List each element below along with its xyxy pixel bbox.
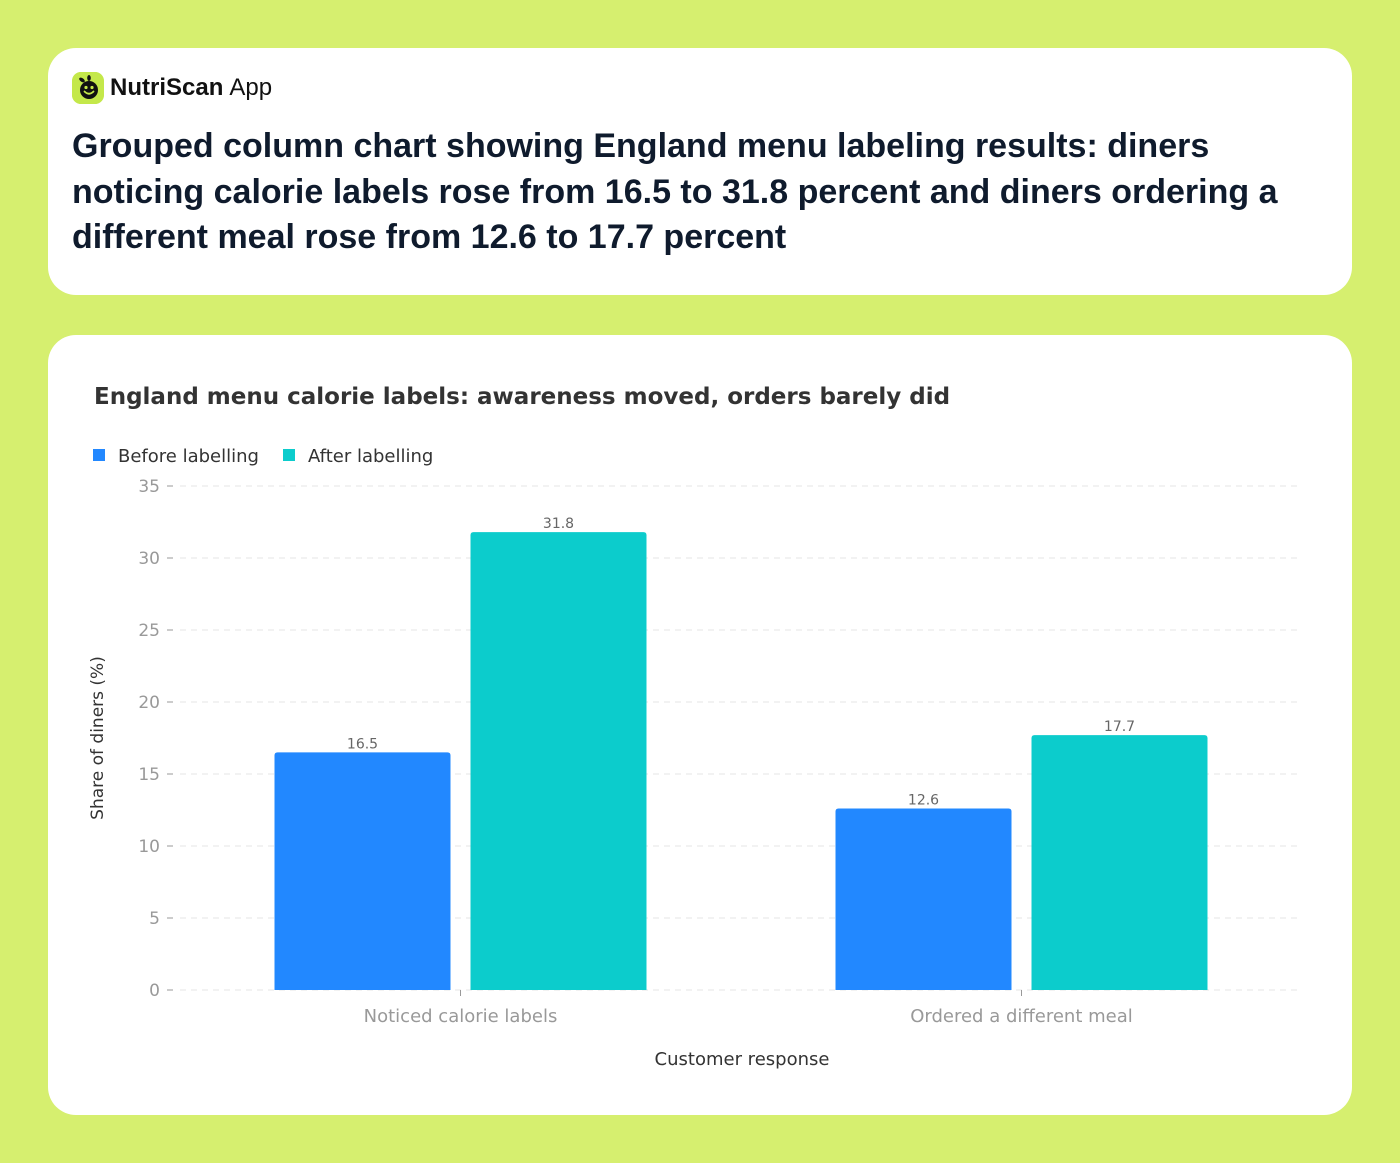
y-tick-label: 10 <box>138 837 160 857</box>
data-label: 12.6 <box>908 793 939 809</box>
y-tick-label: 35 <box>138 477 160 497</box>
legend-swatch <box>93 449 105 461</box>
data-label: 31.8 <box>543 516 574 532</box>
y-tick-label: 15 <box>138 765 160 785</box>
brand-name: NutriScan <box>110 74 224 101</box>
x-tick-label: Noticed calorie labels <box>364 1006 558 1027</box>
chart-card: England menu calorie labels: awareness m… <box>48 335 1352 1115</box>
smiley-leaf-icon <box>72 72 104 104</box>
grouped-column-chart: England menu calorie labels: awareness m… <box>88 384 1302 1070</box>
brand-suffix: App <box>229 74 273 101</box>
data-label: 16.5 <box>347 736 378 752</box>
bars: 16.5 31.8 12.6 17.7 <box>274 516 1208 990</box>
data-label: 17.7 <box>1104 719 1135 735</box>
legend-label: After labelling <box>308 446 433 467</box>
legend-swatch <box>283 449 295 461</box>
bar <box>470 532 647 990</box>
y-tick-label: 5 <box>149 909 160 929</box>
legend-label: Before labelling <box>118 446 259 467</box>
headline: Grouped column chart showing England men… <box>72 127 1278 256</box>
x-axis: Noticed calorie labels Ordered a differen… <box>364 990 1133 1027</box>
y-tick-label: 30 <box>138 549 160 569</box>
chart-title: England menu calorie labels: awareness m… <box>94 384 950 410</box>
x-axis-label: Customer response <box>655 1049 830 1070</box>
bar <box>274 752 451 990</box>
x-tick-label: Ordered a different meal <box>910 1006 1133 1027</box>
y-tick-label: 20 <box>138 693 160 713</box>
y-axis: 0 5 10 15 20 25 30 35 <box>138 477 173 1001</box>
y-tick-label: 25 <box>138 621 160 641</box>
y-axis-label: Share of diners (%) <box>88 656 108 820</box>
legend: Before labelling After labelling <box>93 446 433 467</box>
y-tick-label: 0 <box>149 981 160 1001</box>
bar <box>835 808 1012 990</box>
brand: NutriScan App <box>72 72 272 104</box>
bar <box>1031 735 1208 990</box>
header-card: NutriScan App Grouped column chart showi… <box>48 48 1352 295</box>
